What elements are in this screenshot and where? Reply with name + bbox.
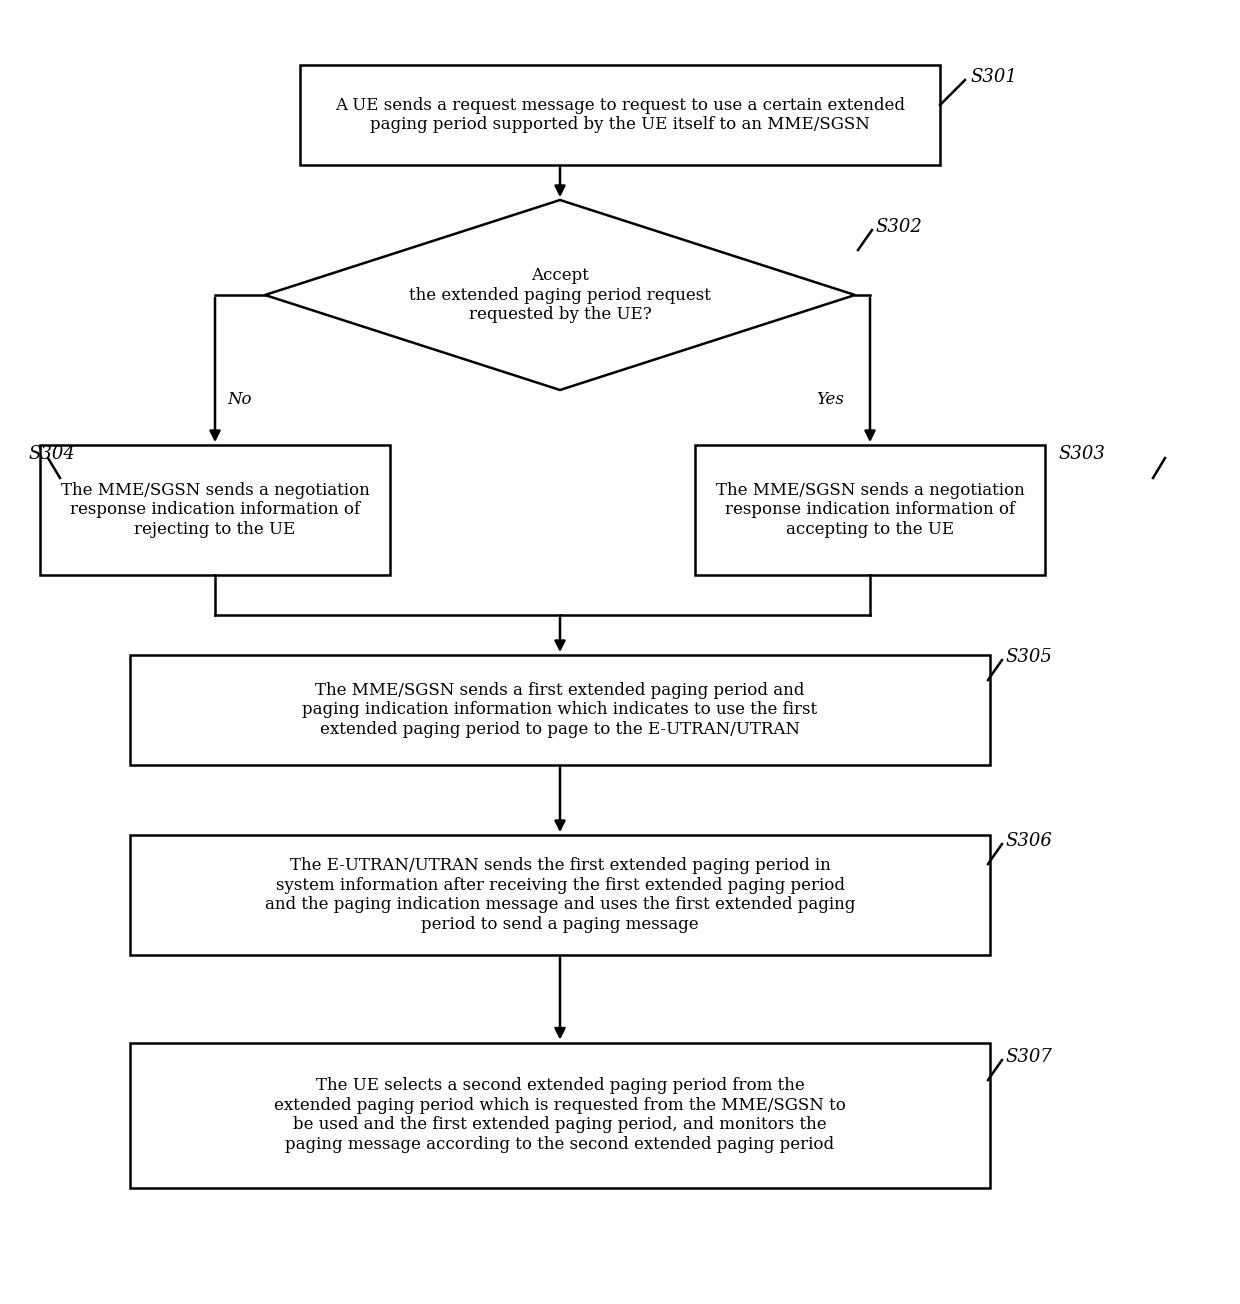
Text: Accept
the extended paging period request
requested by the UE?: Accept the extended paging period reques… [409,267,711,323]
Text: Yes: Yes [816,391,844,408]
Text: S302: S302 [875,218,921,236]
Text: S301: S301 [970,68,1017,86]
Polygon shape [265,200,856,390]
Text: The MME/SGSN sends a negotiation
response indication information of
rejecting to: The MME/SGSN sends a negotiation respons… [61,482,370,539]
Text: S307: S307 [1004,1048,1052,1065]
Text: S305: S305 [1004,648,1052,666]
Text: The MME/SGSN sends a first extended paging period and
paging indication informat: The MME/SGSN sends a first extended pagi… [303,682,817,738]
Bar [300,65,940,166]
Text: S304: S304 [29,445,74,463]
Text: S306: S306 [1004,832,1052,850]
Text: A UE sends a request message to request to use a certain extended
paging period : A UE sends a request message to request … [335,96,905,133]
Bar [130,835,990,955]
Text: S303: S303 [1058,445,1105,463]
Bar [694,445,1045,575]
Text: The MME/SGSN sends a negotiation
response indication information of
accepting to: The MME/SGSN sends a negotiation respons… [715,482,1024,539]
Text: No: No [228,391,252,408]
Bar [130,1042,990,1188]
Bar [40,445,391,575]
Text: The E-UTRAN/UTRAN sends the first extended paging period in
system information a: The E-UTRAN/UTRAN sends the first extend… [265,857,856,932]
Bar [130,655,990,765]
Text: The UE selects a second extended paging period from the
extended paging period w: The UE selects a second extended paging … [274,1077,846,1153]
